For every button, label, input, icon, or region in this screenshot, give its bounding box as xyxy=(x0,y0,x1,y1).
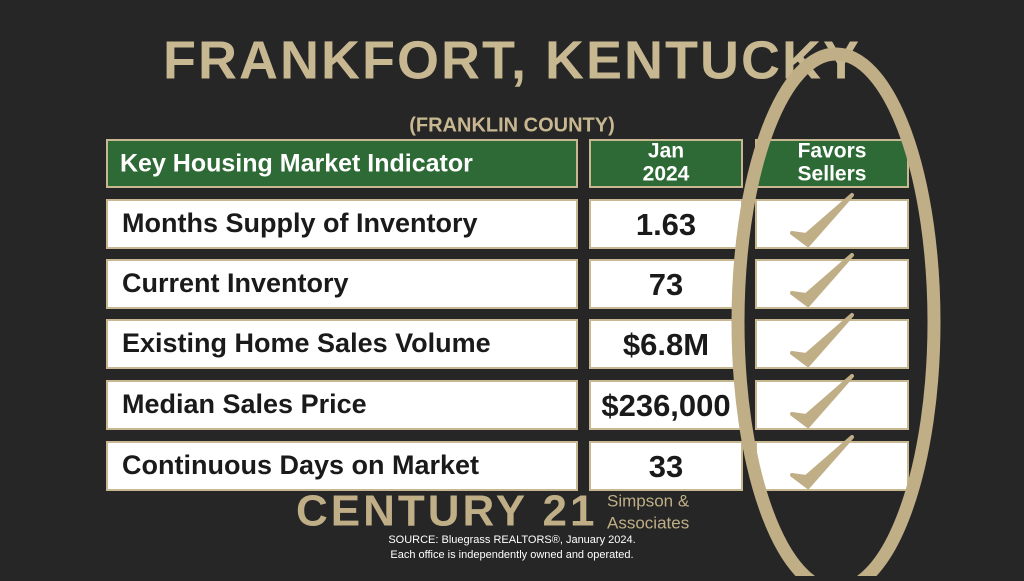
cell xyxy=(589,441,743,491)
checkmark xyxy=(790,193,854,247)
cell xyxy=(755,441,909,491)
row-value: 1.63 xyxy=(636,207,696,242)
cell xyxy=(106,199,578,249)
office-line: Associates xyxy=(607,513,689,532)
title: FRANKFORT, KENTUCKY xyxy=(163,30,861,90)
cell xyxy=(755,319,909,369)
header-label: 2024 xyxy=(643,163,690,186)
disclaimer: Each office is independently owned and o… xyxy=(390,549,633,561)
row-value: $236,000 xyxy=(601,388,730,423)
row-label: Median Sales Price xyxy=(122,389,367,419)
row-label: Months Supply of Inventory xyxy=(122,208,478,238)
cell xyxy=(106,380,578,430)
row-value: 33 xyxy=(649,449,683,484)
checkmark xyxy=(790,313,854,367)
subtitle: (FRANKLIN COUNTY) xyxy=(409,114,615,136)
header-label: Sellers xyxy=(798,163,867,186)
header-label: Key Housing Market Indicator xyxy=(120,150,473,178)
cell xyxy=(589,319,743,369)
cell xyxy=(106,259,578,309)
row-label: Current Inventory xyxy=(122,268,349,298)
header-cell xyxy=(106,139,578,188)
row-value: 73 xyxy=(649,267,683,302)
cell xyxy=(106,441,578,491)
row-value: $6.8M xyxy=(623,327,709,362)
cell xyxy=(755,380,909,430)
source: SOURCE: Bluegrass REALTORS®, January 202… xyxy=(388,534,635,546)
cell xyxy=(755,259,909,309)
checkmark xyxy=(790,435,854,489)
cell xyxy=(755,199,909,249)
row-label: Existing Home Sales Volume xyxy=(122,328,491,358)
checkmark xyxy=(790,374,854,428)
brand: CENTURY 21 xyxy=(296,487,597,536)
header-cell xyxy=(589,139,743,188)
highlight-ellipse xyxy=(731,47,941,581)
header-cell xyxy=(755,139,909,188)
header-label: Favors xyxy=(798,140,867,163)
cell xyxy=(106,319,578,369)
office-line: Simpson & xyxy=(607,491,690,510)
row-label: Continuous Days on Market xyxy=(122,450,479,480)
header-label: Jan xyxy=(648,140,684,163)
checkmark xyxy=(790,253,854,307)
